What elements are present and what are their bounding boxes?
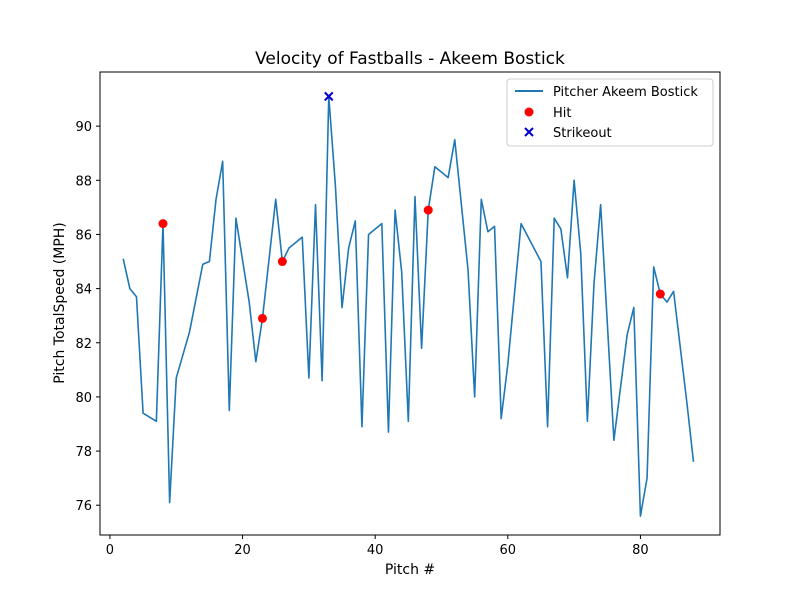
- hit-point: [257, 313, 267, 323]
- plot-frame: [99, 71, 721, 536]
- y-tick-label: 84: [75, 283, 92, 298]
- legend-strikeout-marker: [524, 127, 534, 137]
- y-tick-label: 80: [75, 391, 92, 406]
- chart-title: Velocity of Fastballs - Akeem Bostick: [255, 49, 565, 69]
- plot-area: [100, 72, 720, 535]
- y-tick-label: 88: [75, 174, 92, 189]
- legend-label-pitcher: Pitcher Akeem Bostick: [553, 85, 698, 100]
- y-axis: 76 78 80 82 84 86 88 90: [75, 120, 100, 514]
- strikeout-point: [324, 91, 334, 102]
- x-tick-label: 40: [367, 543, 384, 558]
- x-axis-label: Pitch #: [385, 562, 435, 578]
- legend-label-hit: Hit: [553, 106, 571, 121]
- pitch-velocity-line: [122, 95, 695, 517]
- y-tick-label: 82: [75, 337, 92, 352]
- hit-point: [158, 219, 168, 229]
- legend-hit-marker: [524, 107, 534, 117]
- legend-label-strikeout: Strikeout: [553, 126, 612, 141]
- x-tick-label: 0: [106, 543, 114, 558]
- y-tick-label: 86: [75, 228, 92, 243]
- series-layer: [122, 91, 695, 517]
- x-tick-label: 60: [500, 543, 517, 558]
- legend: Pitcher Akeem Bostick Hit Strikeout: [506, 78, 714, 147]
- y-tick-label: 78: [75, 445, 92, 460]
- legend-box: [506, 78, 714, 147]
- hit-point: [277, 257, 287, 267]
- y-axis-label: Pitch TotalSpeed (MPH): [52, 222, 68, 384]
- x-tick-label: 20: [234, 543, 251, 558]
- x-axis: 0 20 40 60 80: [106, 535, 649, 558]
- hit-point: [655, 289, 665, 299]
- y-tick-label: 76: [75, 499, 92, 514]
- y-tick-label: 90: [75, 120, 92, 135]
- x-tick-label: 80: [632, 543, 649, 558]
- hit-point: [423, 205, 433, 215]
